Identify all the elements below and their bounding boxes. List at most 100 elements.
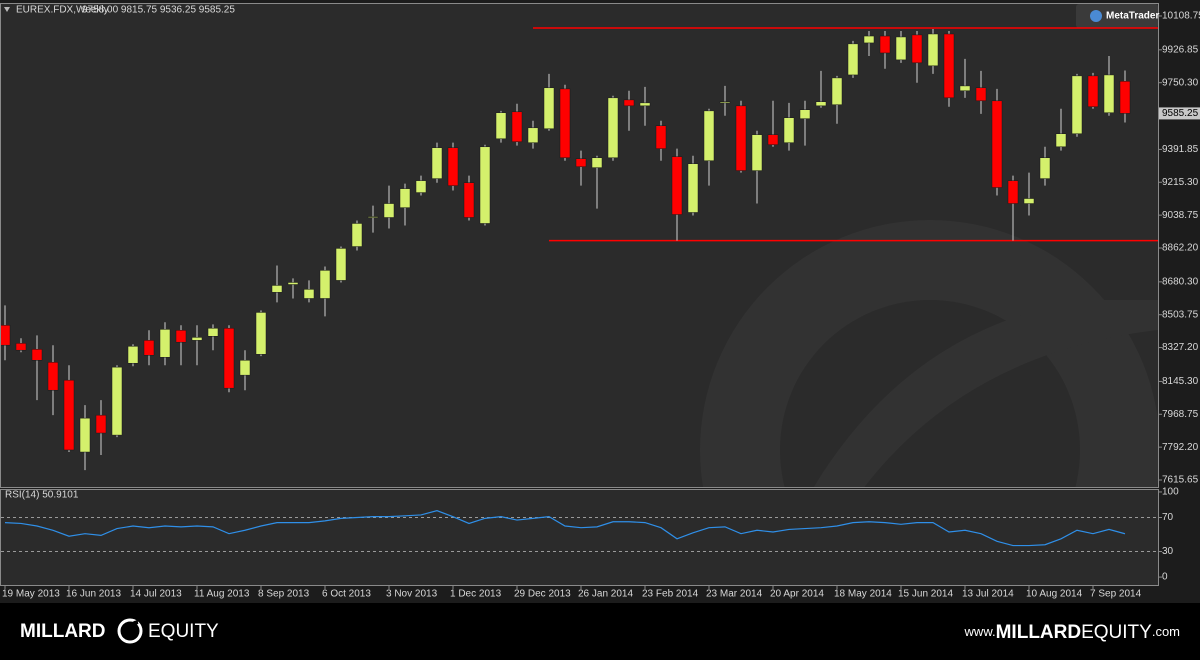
candle-body (287, 282, 299, 285)
rsi-line (4, 510, 1126, 547)
candle-body (223, 328, 235, 389)
brand-name: MILLARD (20, 621, 105, 642)
x-tick-label: 8 Sep 2013 (258, 589, 310, 600)
candle-body (95, 414, 107, 434)
candle-body (367, 216, 379, 218)
candle-body (1007, 180, 1019, 204)
x-tick-label: 23 Feb 2014 (642, 589, 699, 600)
candle-body (623, 99, 635, 107)
x-tick-label: 15 Jun 2014 (898, 589, 953, 600)
x-tick-label: 10 Aug 2014 (1026, 589, 1083, 600)
candle-body (799, 109, 811, 119)
candle-body (47, 362, 59, 391)
x-tick-label: 18 May 2014 (834, 589, 892, 600)
symbol-title: EUREX.FDX,Weekly (16, 5, 109, 16)
y-tick-label: 9038.75 (1162, 210, 1199, 221)
candle-body (847, 43, 859, 76)
candle-body (943, 33, 955, 99)
candle-body (751, 134, 763, 171)
candle-body (783, 117, 795, 143)
y-tick-label: 7792.20 (1162, 442, 1199, 453)
candle-body (175, 330, 187, 343)
brand-suffix: EQUITY (148, 621, 219, 642)
candle-body (687, 163, 699, 213)
y-tick-label: 9215.30 (1162, 177, 1199, 188)
candle-body (351, 223, 363, 247)
badge-box (1076, 4, 1158, 28)
candle-body (207, 328, 219, 337)
candle-body (1071, 75, 1083, 134)
candle-body (639, 102, 651, 107)
candle-body (735, 105, 747, 171)
y-tick-label: 8145.30 (1162, 376, 1199, 387)
candle-body (191, 337, 203, 341)
candle-body (79, 417, 91, 453)
candle-body (591, 157, 603, 168)
x-tick-label: 29 Dec 2013 (514, 589, 571, 600)
candle-body (511, 111, 523, 143)
url-prefix: www. (964, 624, 996, 639)
candle-body (15, 343, 27, 351)
x-tick-label: 14 Jul 2013 (130, 589, 182, 600)
candle-body (399, 188, 411, 208)
candle-body (671, 156, 683, 215)
candle-body (111, 366, 123, 436)
current-price: 9585.25 (1162, 108, 1199, 119)
candle-body (255, 312, 267, 355)
candle-body (607, 97, 619, 159)
y-tick-label: 70 (1162, 512, 1174, 523)
candle-body (895, 36, 907, 61)
url-suffix: EQUITY (1081, 622, 1152, 643)
candle-body (63, 379, 75, 451)
y-tick-label: 9750.30 (1162, 77, 1199, 88)
x-tick-label: 23 Mar 2014 (706, 589, 763, 600)
candle-body (927, 33, 939, 67)
candle-body (383, 203, 395, 218)
candle-body (159, 329, 171, 358)
candle-body (271, 285, 283, 293)
brand-logo (117, 618, 143, 644)
candle-body (463, 182, 475, 218)
candle-body (911, 34, 923, 64)
x-tick-label: 7 Sep 2014 (1090, 589, 1142, 600)
rsi-title: RSI(14) 50.9101 (5, 490, 79, 501)
candle-body (479, 146, 491, 224)
candle-body (335, 248, 347, 281)
url-brand: MILLARD (996, 622, 1081, 643)
y-tick-label: 8680.30 (1162, 276, 1199, 287)
candle-body (1, 325, 11, 346)
candle-body (815, 101, 827, 107)
candle-body (319, 270, 331, 299)
candle-body (543, 87, 555, 129)
candle-body (1119, 81, 1131, 114)
candle-body (1039, 157, 1051, 179)
rsi-panel (0, 489, 1159, 586)
y-tick-label: 30 (1162, 546, 1174, 557)
candle-body (447, 147, 459, 186)
candle-body (1023, 198, 1035, 204)
footer-url: www.MILLARDEQUITY.com (964, 622, 1180, 643)
candle-body (559, 88, 571, 159)
brand-logo-cut (122, 620, 139, 638)
x-tick-label: 6 Oct 2013 (322, 589, 371, 600)
url-tld: .com (1152, 624, 1180, 639)
header-icon (4, 7, 10, 12)
footer (0, 603, 1200, 660)
x-tick-label: 16 Jun 2013 (66, 589, 121, 600)
y-tick-label: 9391.85 (1162, 144, 1199, 155)
badge-icon (1090, 10, 1102, 22)
x-tick-label: 1 Dec 2013 (450, 589, 502, 600)
candle-body (879, 35, 891, 54)
x-tick-label: 13 Jul 2014 (962, 589, 1014, 600)
x-tick-label: 26 Jan 2014 (578, 589, 633, 600)
footer-brand: MILLARD (20, 621, 105, 642)
candle-body (31, 349, 43, 361)
candle-body (975, 87, 987, 102)
y-tick-label: 7615.65 (1162, 475, 1199, 486)
y-tick-label: 9926.85 (1162, 44, 1199, 55)
candle-body (495, 112, 507, 140)
candle-body (831, 77, 843, 105)
watermark (700, 220, 1158, 487)
candle-body (703, 110, 715, 161)
